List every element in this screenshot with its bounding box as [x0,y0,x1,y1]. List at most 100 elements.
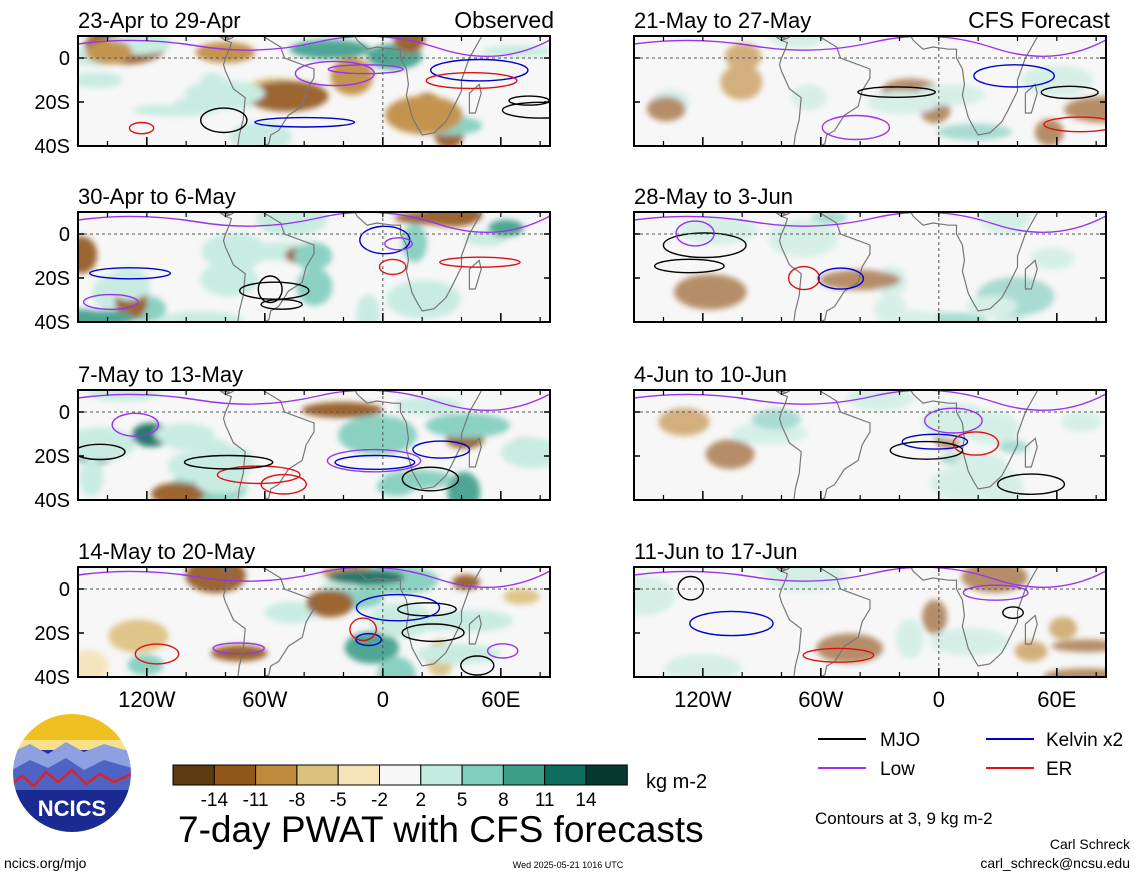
x-tick-label: 60W [242,687,287,712]
land-outline [909,36,1039,136]
y-tick-label: 20S [34,92,70,114]
x-tick-label: 60E [481,687,520,712]
panel-date-label: 30-Apr to 6-May [78,184,236,209]
land-outline [909,212,1039,312]
colorbar-tick-label: -14 [201,790,229,811]
land-outline [222,567,315,677]
ncics-logo: NCICS [11,712,133,834]
land-outline [353,212,483,312]
pwat-anomaly-fill [78,36,550,146]
y-tick-label: 40S [34,136,70,158]
wave-contours [78,567,550,676]
panel-observed-1: 23-Apr to 29-Apr 0 20S 40S [34,8,551,158]
panel-date-label: 28-May to 3-Jun [634,184,793,209]
y-tick-label: 20S [34,446,70,468]
land-outline [909,567,1039,667]
legend: MJO Kelvin x2 Low ER [818,730,1123,780]
y-tick-label: 40S [34,667,70,689]
legend-label-mjo: MJO [880,730,920,751]
panel-observed-2: 30-Apr to 6-May 0 20S 40S [34,172,551,334]
land-outline [465,350,500,379]
panel-date-label: 14-May to 20-May [78,539,255,564]
land-outline [1021,350,1056,379]
colorbar-units: kg m-2 [646,771,707,793]
panel-forecast-4: 11-Jun to 17-Jun 120W 60W 0 60E [633,527,1107,712]
colorbar-tick-label: -8 [288,790,305,811]
panel-forecast-3: 4-Jun to 10-Jun [633,350,1107,501]
colorbar-tick-label: -2 [371,790,388,811]
y-tick-label: 0 [59,48,70,70]
colorbar-swatch [296,764,339,786]
land-outline [778,390,871,500]
legend-label-er: ER [1046,759,1072,780]
y-tick-label: 20S [34,268,70,290]
land-outline [773,212,788,218]
land-outline [1021,172,1056,201]
panel-frame [633,566,1107,678]
x-tick-label: 120W [118,687,176,712]
y-tick-label: 40S [34,490,70,512]
land-outline [468,259,482,290]
land-outline [353,36,483,136]
land-outline [465,527,500,556]
footer-email: carl_schreck@ncsu.edu [980,855,1130,871]
panel-date-label: 23-Apr to 29-Apr [78,8,241,33]
colorbar-tick-label: 8 [498,790,509,811]
panel-frame [77,566,551,678]
colorbar-tick-label: 2 [416,790,427,811]
panel-forecast-1: 21-May to 27-May [633,8,1107,147]
colorbar-swatch [461,764,504,786]
land-outline [773,567,788,573]
land-outline [222,36,315,146]
land-outline [222,390,315,500]
panel-frame [77,211,551,323]
colorbar-swatch [172,764,215,786]
footer-url: ncics.org/mjo [4,855,87,871]
land-outline [217,390,232,396]
colorbar-swatch [379,764,422,786]
panel-frame [633,389,1107,501]
panel-frame [77,389,551,501]
colorbar-swatch [585,764,628,786]
wave-contours [634,36,1106,141]
legend-label-low: Low [880,759,915,780]
land-outline [778,36,871,146]
colorbar-tick-label: -5 [330,790,347,811]
logo-text: NCICS [38,796,106,821]
colorbar-tick-label: 14 [575,790,597,811]
column-title-forecast: CFS Forecast [968,7,1110,33]
panel-date-label: 21-May to 27-May [634,8,811,33]
land-outline [1021,527,1056,556]
colorbar-swatch [420,764,463,786]
panel-observed-3: 7-May to 13-May 0 20S 40S [34,350,551,512]
land-outline [1024,259,1038,290]
land-outline [217,212,232,218]
colorbar-tick-label: 11 [535,790,555,811]
figure-title: 7-day PWAT with CFS forecasts [178,809,704,850]
panel-frame [77,35,551,147]
land-outline [909,390,1039,490]
wave-contours [78,390,550,495]
land-outline [465,172,500,201]
land-outline [468,614,482,645]
colorbar-swatch [255,764,298,786]
land-outline [1024,437,1038,468]
footer-timestamp: Wed 2025-05-21 1016 UTC [513,860,624,870]
y-tick-label: 0 [59,402,70,424]
land-outline [778,212,871,322]
x-tick-label: 0 [933,687,945,712]
land-outline [778,567,871,677]
contour-note: Contours at 3, 9 kg m-2 [815,809,993,828]
colorbar-swatch [337,764,381,786]
panel-date-label: 4-Jun to 10-Jun [634,362,787,387]
land-outline [773,36,788,42]
colorbar-tick-label: -11 [243,790,269,811]
colorbar-tick-label: 5 [457,790,468,811]
legend-label-kelvin: Kelvin x2 [1046,730,1123,751]
land-outline [353,567,483,667]
panel-forecast-2: 28-May to 3-Jun [633,172,1107,323]
pwat-anomaly-fill [674,212,1075,322]
colorbar-swatch [502,764,546,786]
